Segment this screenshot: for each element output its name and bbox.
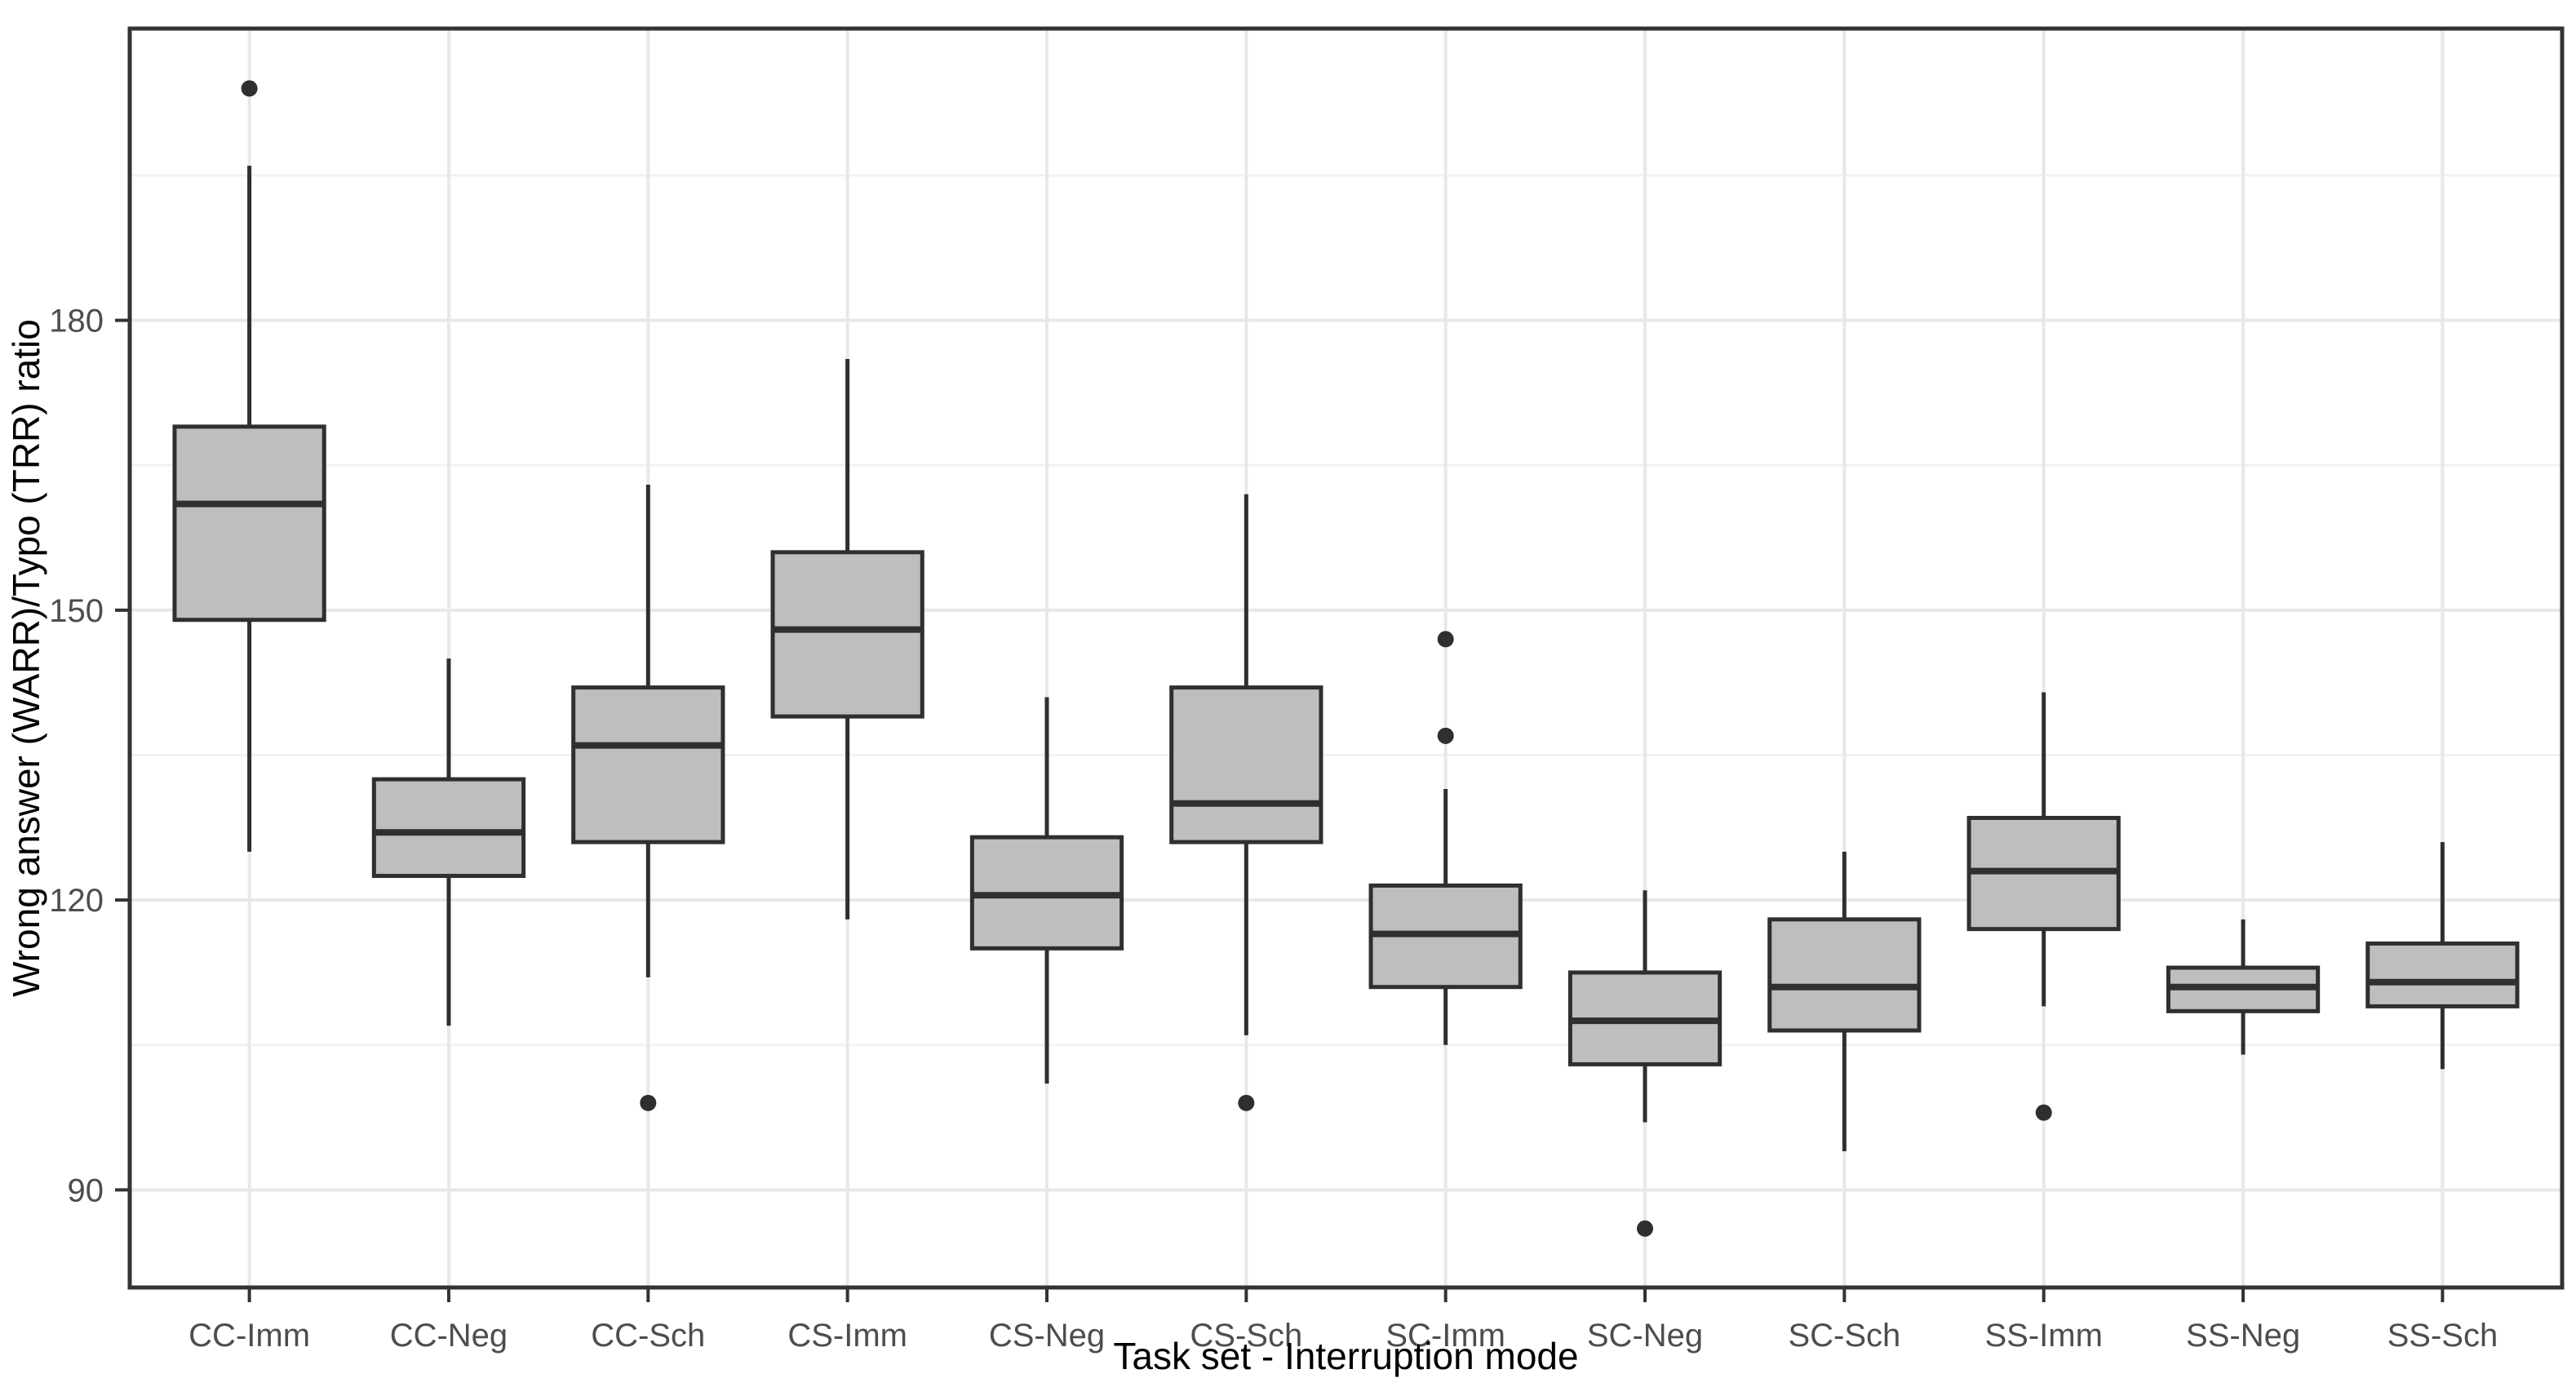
x-tick-label: CC-Sch [591,1318,705,1354]
x-tick-label: SC-Sch [1788,1318,1900,1354]
outlier-point [241,80,258,97]
x-tick-label: CC-Neg [390,1318,508,1354]
y-axis-title: Wrong answer (WARR)/Typo (TRR) ratio [5,319,47,997]
iqr-box [571,685,725,844]
x-tick-label: SC-Imm [1386,1318,1505,1354]
y-tick-label: 180 [49,304,104,339]
panel-border [127,26,2565,1290]
outlier-point [1637,1220,1654,1237]
gridlines-layer [130,29,2562,1287]
x-tick-label: SS-Imm [1984,1318,2102,1354]
iqr-box [371,777,526,879]
x-tick-label: CS-Sch [1190,1318,1302,1354]
outlier-point [640,1094,657,1111]
x-tick-label: CC-Imm [188,1318,310,1354]
y-tick-label: 90 [68,1172,104,1208]
box-group [2365,842,2520,1070]
iqr-box [1169,685,1323,844]
x-axis-title: Task set - Interruption mode [1113,1335,1578,1377]
boxes-layer [172,80,2520,1237]
axis-ticks-layer: 90 120 150 180 CC-Imm CC-Neg CC-Sch CS-Imm CS-Ne… [49,304,2498,1354]
outlier-point [1238,1094,1255,1111]
box-group [571,484,725,1111]
box-group [1966,692,2121,1121]
outlier-point [2035,1104,2052,1121]
iqr-box [172,424,326,623]
y-tick-label: 120 [49,883,104,919]
box-group [1567,890,1723,1237]
box-group [371,658,526,1026]
box-group [1169,494,1323,1111]
box-group [2166,919,2321,1055]
iqr-box [2365,941,2520,1008]
iqr-box [770,550,924,719]
x-tick-label: SC-Neg [1587,1318,1703,1354]
box-group [172,80,326,852]
outlier-point [1437,631,1454,648]
box-group [969,697,1124,1084]
box-group [1368,631,1523,1045]
x-tick-label: SS-Neg [2186,1318,2300,1354]
outlier-point [1437,727,1454,744]
y-tick-label: 150 [49,593,104,629]
iqr-box [1767,917,1922,1033]
box-group [770,358,924,920]
box-group [1767,851,1922,1152]
x-tick-label: SS-Sch [2388,1318,2498,1354]
x-tick-label: CS-Imm [787,1318,907,1354]
x-tick-label: CS-Neg [989,1318,1105,1354]
